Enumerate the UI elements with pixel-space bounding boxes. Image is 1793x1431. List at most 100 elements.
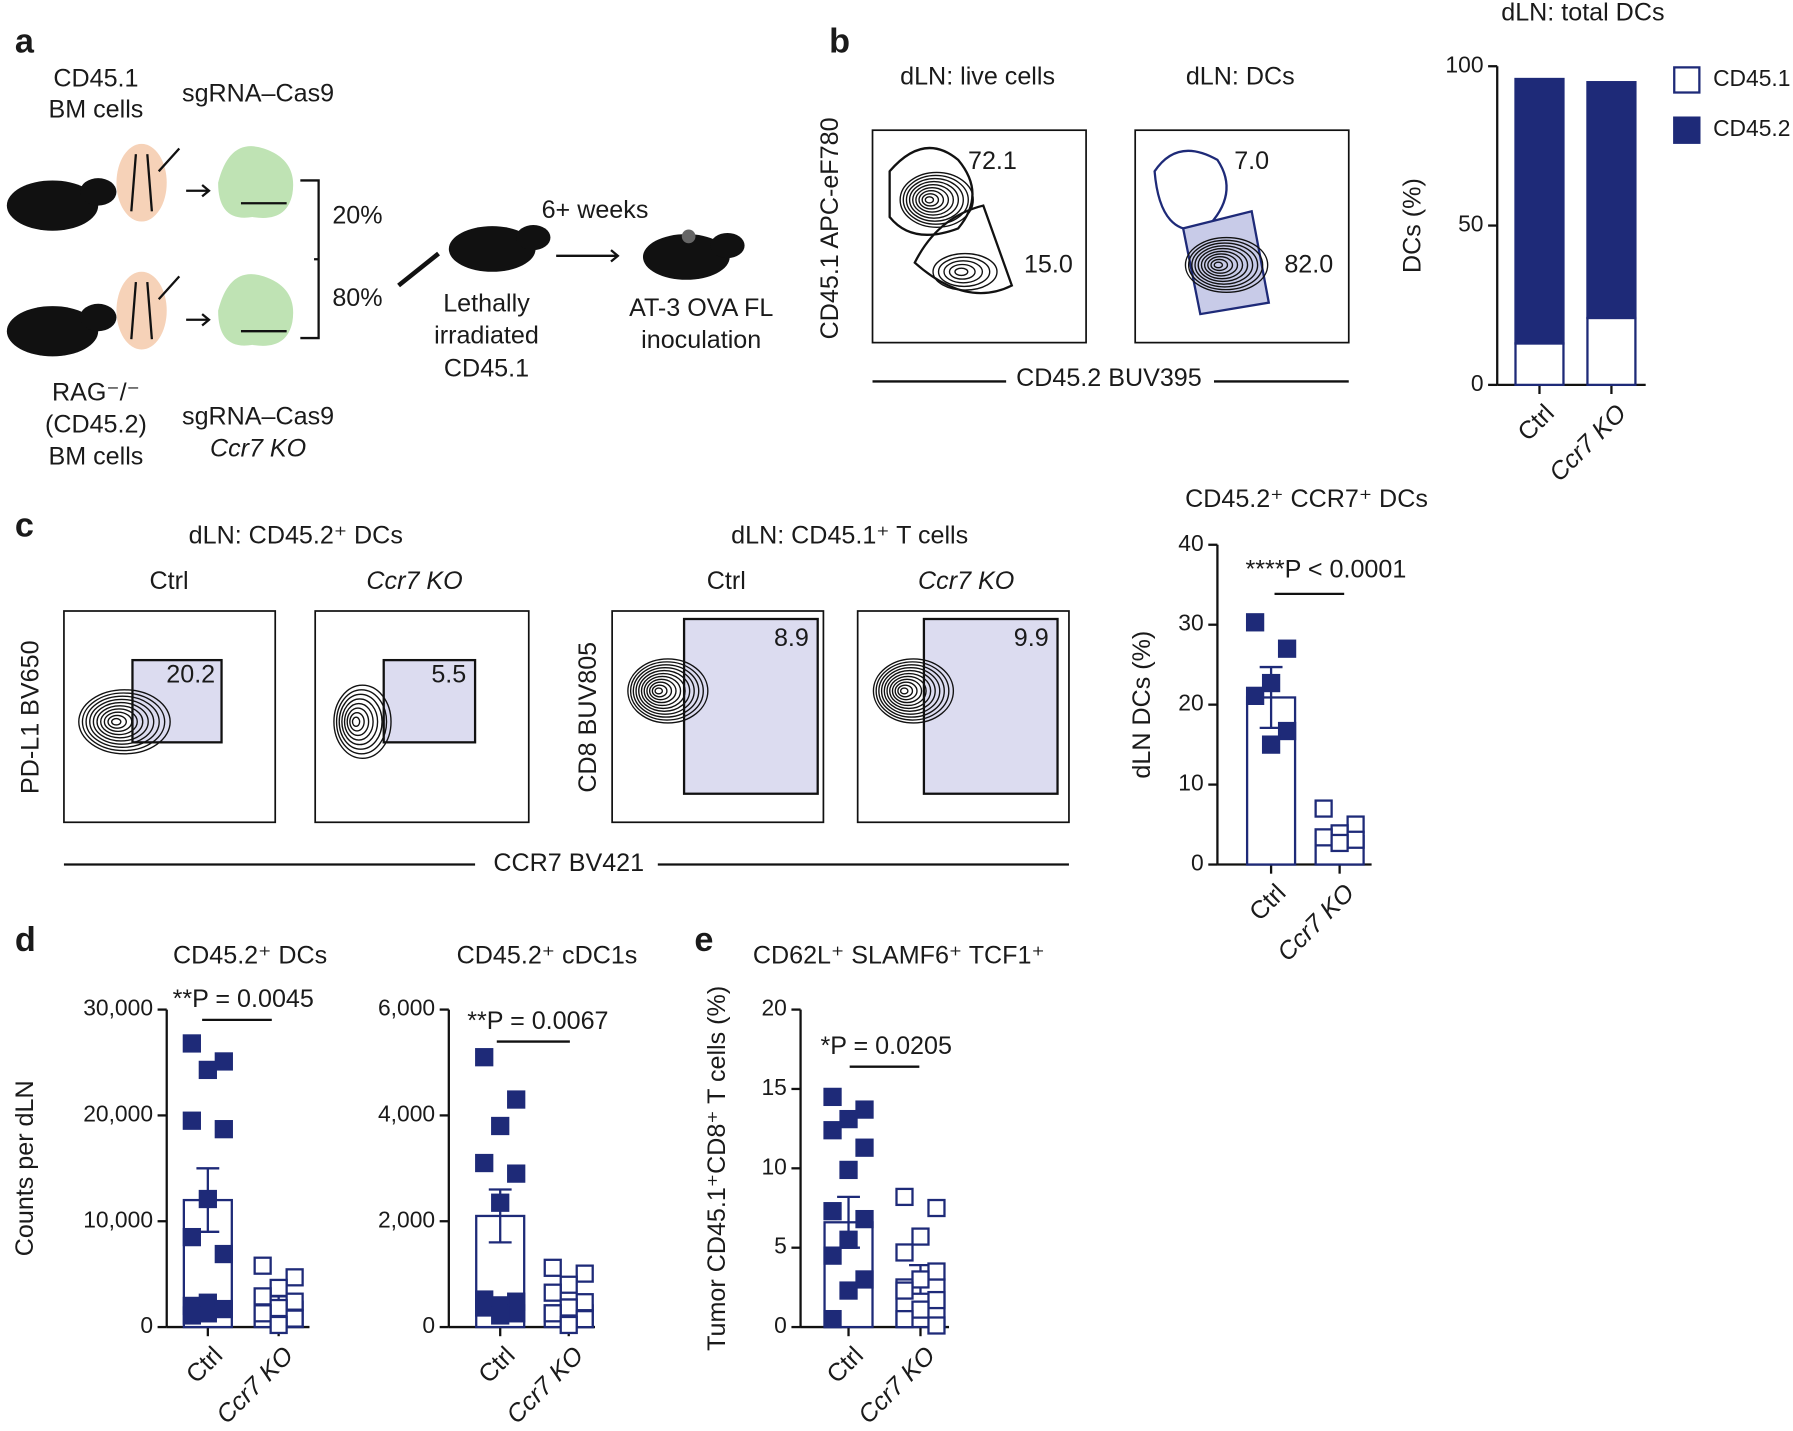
contour: [81, 692, 166, 752]
contour: [346, 707, 370, 737]
contour: [905, 177, 964, 222]
contour: [1207, 256, 1234, 274]
contour: [902, 174, 969, 225]
point: [285, 1292, 304, 1311]
point: [253, 1304, 272, 1323]
x-tick-label: Ctrl: [1512, 399, 1559, 446]
point: [182, 1227, 201, 1247]
panel-letter: e: [694, 921, 713, 959]
chart-title: CD45.2⁺ CCR7⁺ DCs: [1185, 485, 1428, 513]
point: [1346, 830, 1365, 849]
bone: [130, 281, 154, 340]
contour: [1200, 250, 1244, 280]
x-tick-label: Ccr7 KO: [211, 1341, 299, 1429]
contour: [937, 256, 991, 288]
gate-value: 82.0: [1284, 251, 1333, 279]
x-tick-label: Ccr7 KO: [853, 1341, 941, 1429]
contour: [100, 708, 138, 736]
contour: [894, 681, 918, 701]
contour: [643, 675, 682, 707]
y-tick-label: 15: [761, 1074, 786, 1100]
label: dLN: CD45.2⁺ DCs: [189, 521, 403, 549]
y-label: DCs (%): [1398, 178, 1426, 273]
label: 20%: [332, 202, 382, 230]
y-tick-label: 0: [140, 1312, 153, 1338]
mouse: [6, 306, 99, 357]
point: [1261, 673, 1281, 693]
panel-letter: b: [829, 22, 850, 60]
mouse: [448, 226, 536, 272]
y-tick-label: 4,000: [378, 1100, 435, 1126]
y-tick-label: 30: [1178, 610, 1203, 636]
contour: [878, 664, 945, 718]
contour: [85, 695, 160, 749]
contour: [1203, 253, 1239, 277]
point: [253, 1287, 272, 1306]
point: [543, 1304, 562, 1323]
contour: [632, 664, 700, 718]
label: sgRNA–Cas9: [182, 403, 334, 431]
contour: [921, 193, 940, 207]
point: [1330, 833, 1349, 853]
point: [491, 1116, 510, 1136]
label: Ccr7 KO: [210, 435, 306, 463]
contour: [908, 180, 960, 219]
gate-value: 7.0: [1234, 147, 1269, 175]
gate-value: 9.9: [1014, 624, 1049, 652]
tumor: [681, 229, 696, 244]
mouse: [79, 303, 117, 332]
point: [285, 1268, 304, 1287]
point: [895, 1309, 914, 1329]
point: [214, 1244, 233, 1264]
label: BM cells: [48, 443, 143, 471]
contour: [872, 658, 955, 724]
point: [475, 1153, 494, 1173]
point: [507, 1090, 526, 1109]
mouse: [710, 232, 745, 259]
contour: [78, 689, 171, 755]
y-tick-label: 100: [1445, 51, 1483, 77]
label: dLN: CD45.1⁺ T cells: [731, 521, 968, 549]
point: [182, 1111, 201, 1130]
point: [1346, 815, 1365, 834]
point: [559, 1275, 578, 1294]
bar-segment: [1514, 342, 1565, 387]
contour: [107, 714, 127, 729]
point: [269, 1298, 288, 1318]
contour: [638, 669, 691, 712]
annotation: *P = 0.0205: [820, 1032, 951, 1060]
point: [575, 1309, 594, 1329]
point: [475, 1048, 494, 1067]
point: [911, 1270, 930, 1289]
label: sgRNA–Cas9: [182, 79, 334, 107]
bone: [130, 154, 154, 212]
gate: [382, 658, 477, 744]
contour: [629, 661, 704, 721]
contour: [654, 687, 664, 695]
contour: [103, 711, 133, 733]
point: [823, 1202, 842, 1221]
point: [198, 1304, 217, 1323]
annotation: **P = 0.0067: [467, 1007, 608, 1035]
point: [253, 1256, 272, 1275]
contour: [648, 681, 673, 701]
point: [895, 1243, 914, 1262]
y-tick-label: 5: [774, 1233, 787, 1259]
bar-segment: [1514, 77, 1565, 345]
point: [927, 1290, 946, 1310]
point: [182, 1034, 201, 1053]
x-tick-label: Ctrl: [473, 1341, 520, 1388]
point: [269, 1315, 288, 1335]
chart-title: dLN: total DCs: [1501, 0, 1664, 26]
point: [823, 1087, 842, 1107]
contour: [897, 684, 914, 698]
bar-segment: [1586, 81, 1637, 320]
contour: [627, 658, 709, 724]
point: [507, 1164, 526, 1183]
label: Ccr7 KO: [918, 567, 1014, 595]
contour: [1184, 236, 1269, 294]
point: [475, 1298, 494, 1317]
point: [575, 1293, 594, 1312]
point: [182, 1306, 201, 1325]
